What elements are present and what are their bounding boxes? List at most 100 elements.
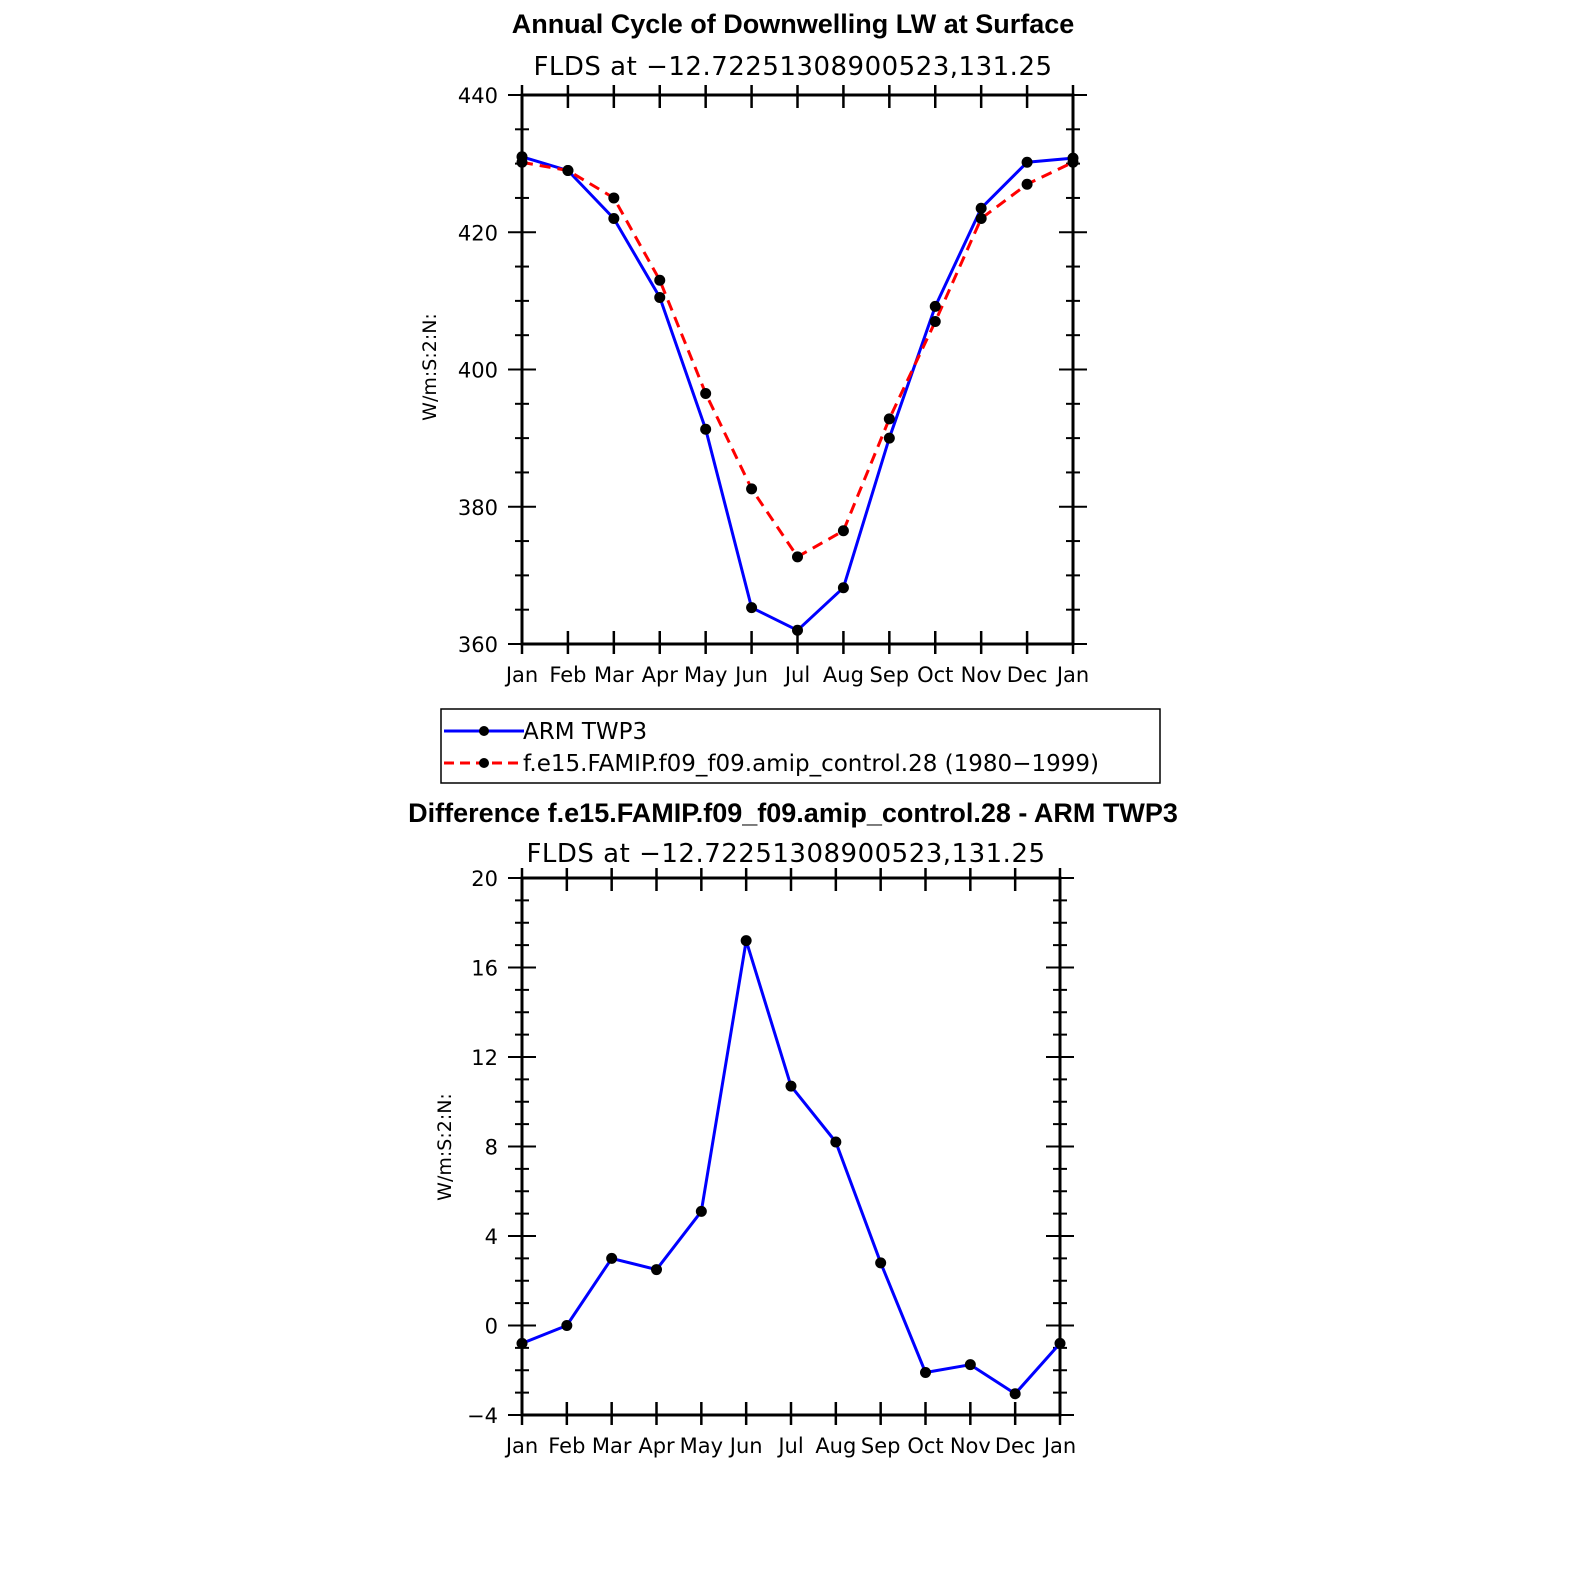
data-point <box>746 483 758 495</box>
x-tick-label: Feb <box>549 663 586 687</box>
data-point <box>929 300 941 312</box>
y-tick-labels: −4 0 4 8 12 16 20 <box>467 867 498 1428</box>
x-tick-label: Aug <box>815 1434 856 1458</box>
data-point <box>929 315 941 327</box>
x-tick-label: Jun <box>733 663 768 687</box>
chart-title: Difference f.e15.FAMIP.f09_f09.amip_cont… <box>408 798 1178 828</box>
data-point <box>561 1320 573 1331</box>
data-point <box>1021 156 1033 168</box>
legend-box <box>440 708 1161 784</box>
y-tick-label: 360 <box>458 633 498 657</box>
data-point <box>562 164 574 176</box>
data-point <box>975 202 987 214</box>
legend-label-arm: ARM TWP3 <box>523 719 647 745</box>
x-tick-labels: Jan Feb Mar Apr May Jun Jul Aug Sep Oct Nov Dec Jan <box>504 663 1089 687</box>
series-layer <box>516 935 1066 1400</box>
series-layer <box>516 151 1079 636</box>
x-tick-label: Feb <box>548 1434 585 1458</box>
x-tick-label: Jan <box>504 1434 538 1458</box>
y-tick-label: 380 <box>458 496 498 520</box>
data-point <box>1067 156 1079 168</box>
data-point <box>1021 178 1033 190</box>
x-tick-label: Nov <box>950 1434 991 1458</box>
x-tick-label: Apr <box>638 1434 675 1458</box>
data-point <box>920 1366 931 1378</box>
x-tick-label: Jun <box>728 1434 763 1458</box>
axis-ticks <box>508 85 1087 654</box>
data-point <box>1009 1388 1021 1400</box>
data-point <box>695 1205 707 1217</box>
x-tick-labels: Jan Feb Mar Apr May Jun Jul Aug Sep Oct Nov Dec Jan <box>504 1434 1076 1458</box>
y-tick-label: 440 <box>458 84 498 108</box>
data-point <box>700 388 712 400</box>
x-tick-label: Jan <box>1042 1434 1076 1458</box>
data-point <box>746 602 758 614</box>
y-tick-label: 20 <box>471 867 498 891</box>
plot-border <box>520 876 1062 1417</box>
data-point <box>740 935 752 947</box>
x-tick-label: Jan <box>504 663 538 687</box>
x-tick-label: Sep <box>861 1434 901 1458</box>
y-tick-label: −4 <box>467 1404 498 1428</box>
data-point <box>700 423 712 435</box>
data-point <box>837 582 849 594</box>
y-tick-label: 4 <box>485 1225 498 1249</box>
x-tick-label: Jul <box>776 1434 803 1458</box>
legend-marker-arm <box>479 726 489 736</box>
x-tick-label: Dec <box>1007 663 1048 687</box>
x-tick-label: Jan <box>1055 663 1089 687</box>
chart-subtitle: FLDS at −12.72251308900523,131.25 <box>533 52 1052 82</box>
y-tick-label: 0 <box>485 1315 498 1339</box>
data-point <box>654 291 666 303</box>
x-tick-label: Sep <box>870 663 910 687</box>
x-tick-label: Jul <box>783 663 810 687</box>
x-tick-label: May <box>684 663 727 687</box>
difference-chart: Difference f.e15.FAMIP.f09_f09.amip_cont… <box>408 798 1178 1458</box>
axis-ticks <box>508 868 1074 1425</box>
x-tick-label: Apr <box>642 663 679 687</box>
x-tick-label: Nov <box>961 663 1002 687</box>
x-tick-label: Dec <box>995 1434 1036 1458</box>
data-point <box>608 213 620 225</box>
data-point <box>883 413 895 425</box>
data-point <box>516 1337 528 1349</box>
data-point <box>606 1252 618 1264</box>
y-tick-label: 420 <box>458 221 498 245</box>
legend-marker-model <box>479 758 489 768</box>
data-point <box>975 213 987 225</box>
data-point <box>1054 1337 1066 1349</box>
series-line <box>521 939 1062 1396</box>
data-point <box>785 1080 797 1092</box>
chart-subtitle: FLDS at −12.72251308900523,131.25 <box>526 839 1045 869</box>
legend: ARM TWP3 f.e15.FAMIP.f09_f09.amip_contro… <box>440 708 1161 784</box>
y-tick-labels: 360 380 400 420 440 <box>458 84 498 657</box>
x-tick-label: Oct <box>907 1434 943 1458</box>
data-point <box>792 624 803 636</box>
x-tick-label: May <box>680 1434 723 1458</box>
legend-label-model: f.e15.FAMIP.f09_f09.amip_control.28 (198… <box>523 751 1099 777</box>
x-tick-label: Mar <box>592 1434 632 1458</box>
data-point <box>608 192 620 204</box>
y-tick-label: 400 <box>458 359 498 383</box>
data-point <box>654 274 666 286</box>
chart-title: Annual Cycle of Downwelling LW at Surfac… <box>512 9 1075 39</box>
data-point <box>883 432 895 444</box>
x-tick-label: Oct <box>917 663 953 687</box>
series-line <box>521 160 1074 559</box>
y-tick-label: 8 <box>485 1136 498 1160</box>
plot-frame <box>520 876 1062 1417</box>
data-point <box>830 1136 842 1148</box>
y-axis-label: W/m:S:2:N: <box>434 1093 456 1201</box>
data-point <box>837 525 849 537</box>
y-tick-label: 16 <box>471 957 498 981</box>
data-point <box>516 156 528 168</box>
data-point <box>651 1264 662 1276</box>
y-axis-label: W/m:S:2:N: <box>419 313 441 421</box>
y-tick-label: 12 <box>471 1046 498 1070</box>
data-point <box>792 551 803 563</box>
x-tick-label: Aug <box>823 663 864 687</box>
data-point <box>964 1359 976 1371</box>
annual-cycle-chart: Annual Cycle of Downwelling LW at Surfac… <box>419 9 1161 784</box>
x-tick-label: Mar <box>594 663 634 687</box>
